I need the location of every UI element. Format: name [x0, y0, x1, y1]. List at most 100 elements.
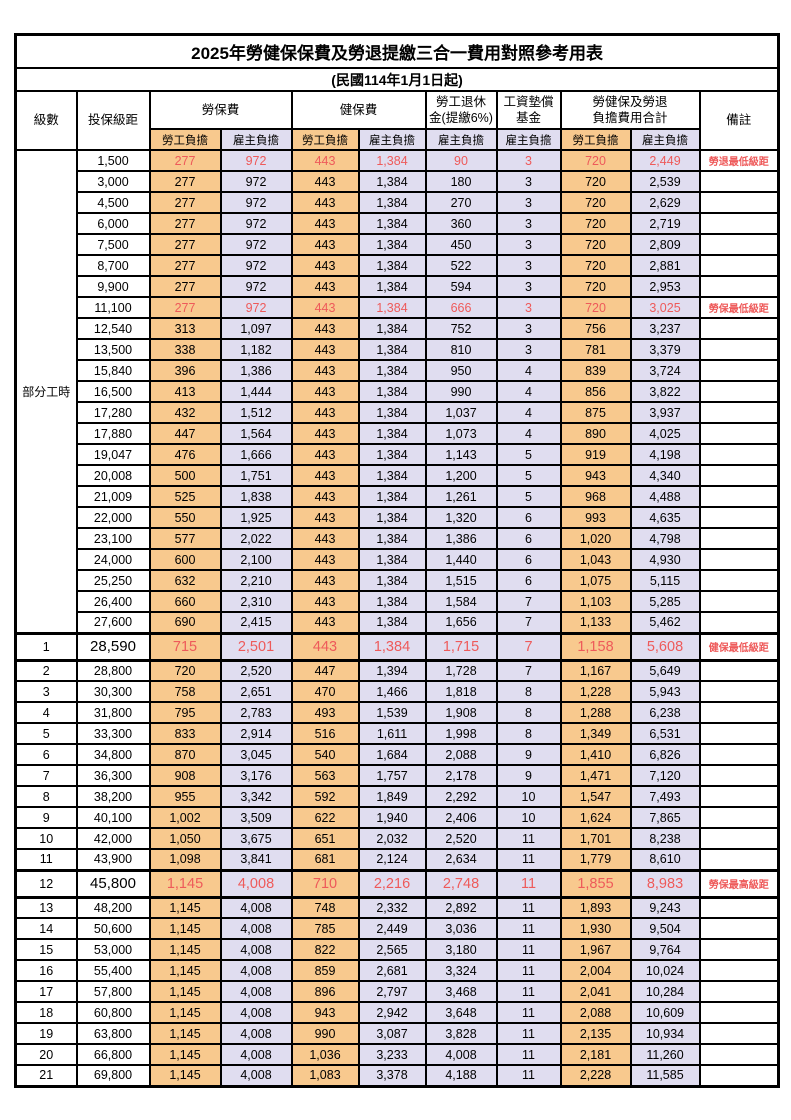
- salary-bracket-cell: 48,200: [75, 896, 151, 919]
- level-cell: 1: [14, 631, 78, 662]
- pension-employer-cell: 666: [424, 296, 498, 319]
- level-cell: 10: [14, 827, 78, 850]
- table-row: 4 31,800 795 2,783 493 1,539 1,908 8 1,288 6,238: [14, 701, 780, 724]
- labor-employer-cell: 4,008: [219, 1022, 293, 1045]
- labor-employer-cell: 4,008: [219, 896, 293, 919]
- total-employer-cell: 2,953: [629, 275, 701, 298]
- wage-fund-employer-cell: 8: [495, 722, 562, 745]
- note-cell: [698, 401, 780, 424]
- salary-bracket-cell: 20,008: [75, 464, 151, 487]
- health-employer-cell: 1,684: [357, 743, 427, 766]
- labor-employer-cell: 4,008: [219, 1064, 293, 1087]
- table-row: 4,500 277 972 443 1,384 270 3 720 2,629: [16, 191, 780, 214]
- health-employee-cell: 443: [290, 464, 360, 487]
- note-cell: [698, 527, 780, 550]
- table-row: 6 34,800 870 3,045 540 1,684 2,088 9 1,410 6,826: [14, 743, 780, 766]
- wage-fund-employer-cell: 9: [495, 764, 562, 787]
- labor-employer-cell: 2,651: [219, 680, 293, 703]
- labor-employer-cell: 2,210: [219, 569, 293, 592]
- health-employee-cell: 443: [290, 317, 360, 340]
- labor-employee-cell: 1,145: [148, 868, 222, 899]
- total-employee-cell: 839: [559, 359, 632, 382]
- wage-fund-employer-cell: 5: [495, 485, 562, 508]
- pension-employer-cell: 1,818: [424, 680, 498, 703]
- pension-employer-cell: 1,656: [424, 611, 498, 634]
- wage-fund-employer-cell: 4: [495, 380, 562, 403]
- pension-employer-cell: 1,037: [424, 401, 498, 424]
- labor-employee-cell: 1,145: [148, 1064, 222, 1087]
- health-employee-cell: 859: [290, 959, 360, 982]
- subheader-labor-employee: 勞工負擔: [148, 128, 222, 151]
- labor-employer-cell: 972: [219, 233, 293, 256]
- table-row: 25,250 632 2,210 443 1,384 1,515 6 1,075 5,115: [16, 569, 780, 592]
- subheader-health-employee: 勞工負擔: [290, 128, 360, 151]
- health-employee-cell: 493: [290, 701, 360, 724]
- total-employee-cell: 2,135: [559, 1022, 632, 1045]
- note-cell: [698, 212, 780, 235]
- pension-employer-cell: 2,748: [424, 868, 498, 899]
- salary-bracket-cell: 36,300: [75, 764, 151, 787]
- total-employer-cell: 7,493: [629, 785, 701, 808]
- health-employer-cell: 1,384: [357, 527, 427, 550]
- labor-employee-cell: 795: [148, 701, 222, 724]
- wage-fund-employer-cell: 3: [495, 170, 562, 193]
- note-cell: [698, 659, 780, 682]
- level-cell: 21: [14, 1064, 78, 1087]
- table-row: 13 48,200 1,145 4,008 748 2,332 2,892 11 1,893 9,…: [14, 896, 780, 919]
- labor-employer-cell: 3,675: [219, 827, 293, 850]
- wage-fund-employer-cell: 9: [495, 743, 562, 766]
- pension-employer-cell: 1,261: [424, 485, 498, 508]
- wage-fund-employer-cell: 10: [495, 785, 562, 808]
- table-row: 17,280 432 1,512 443 1,384 1,037 4 875 3,937: [16, 401, 780, 424]
- salary-bracket-cell: 27,600: [75, 611, 151, 634]
- wage-fund-employer-cell: 11: [495, 1022, 562, 1045]
- note-cell: [698, 464, 780, 487]
- health-employee-cell: 443: [290, 527, 360, 550]
- salary-bracket-cell: 34,800: [75, 743, 151, 766]
- table-row: 6,000 277 972 443 1,384 360 3 720 2,719: [16, 212, 780, 235]
- total-employer-cell: 5,943: [629, 680, 701, 703]
- labor-employer-cell: 2,520: [219, 659, 293, 682]
- labor-employer-cell: 972: [219, 212, 293, 235]
- labor-employer-cell: 3,342: [219, 785, 293, 808]
- total-employer-cell: 2,809: [629, 233, 701, 256]
- col-header-wage-fund-group: 工資墊償 基金: [495, 90, 562, 130]
- total-employer-cell: 6,238: [629, 701, 701, 724]
- pension-employer-cell: 2,520: [424, 827, 498, 850]
- health-employee-cell: 443: [290, 254, 360, 277]
- note-cell: 勞保最低級距: [698, 296, 780, 319]
- labor-employee-cell: 550: [148, 506, 222, 529]
- wage-fund-employer-cell: 5: [495, 464, 562, 487]
- labor-employee-cell: 277: [148, 254, 222, 277]
- total-employee-cell: 720: [559, 149, 632, 172]
- health-employee-cell: 443: [290, 338, 360, 361]
- table-row: 26,400 660 2,310 443 1,384 1,584 7 1,103 5,285: [16, 590, 780, 613]
- note-cell: [698, 233, 780, 256]
- salary-bracket-cell: 31,800: [75, 701, 151, 724]
- total-employee-cell: 1,471: [559, 764, 632, 787]
- labor-employee-cell: 632: [148, 569, 222, 592]
- table-row: 11 43,900 1,098 3,841 681 2,124 2,634 11 1,779 8,…: [14, 848, 780, 871]
- labor-employer-cell: 972: [219, 170, 293, 193]
- note-cell: [698, 959, 780, 982]
- wage-fund-employer-cell: 7: [495, 631, 562, 662]
- salary-bracket-cell: 55,400: [75, 959, 151, 982]
- note-cell: [698, 443, 780, 466]
- total-employee-cell: 2,228: [559, 1064, 632, 1087]
- health-employer-cell: 1,384: [357, 464, 427, 487]
- pension-employer-cell: 2,178: [424, 764, 498, 787]
- pension-employer-cell: 1,386: [424, 527, 498, 550]
- labor-employer-cell: 4,008: [219, 938, 293, 961]
- health-employee-cell: 443: [290, 548, 360, 571]
- wage-fund-employer-cell: 6: [495, 506, 562, 529]
- level-cell: 13: [14, 896, 78, 919]
- health-employer-cell: 1,384: [357, 359, 427, 382]
- labor-employer-cell: 1,182: [219, 338, 293, 361]
- health-employee-cell: 443: [290, 149, 360, 172]
- salary-bracket-cell: 33,300: [75, 722, 151, 745]
- pension-employer-cell: 1,320: [424, 506, 498, 529]
- premium-table: 2025年勞健保保費及勞退提繳三合一費用對照參考用表 (民國114年1月1日起)…: [14, 33, 781, 1088]
- total-employee-cell: 1,349: [559, 722, 632, 745]
- table-row: 14 50,600 1,145 4,008 785 2,449 3,036 11 1,930 9,…: [14, 917, 780, 940]
- labor-employee-cell: 476: [148, 443, 222, 466]
